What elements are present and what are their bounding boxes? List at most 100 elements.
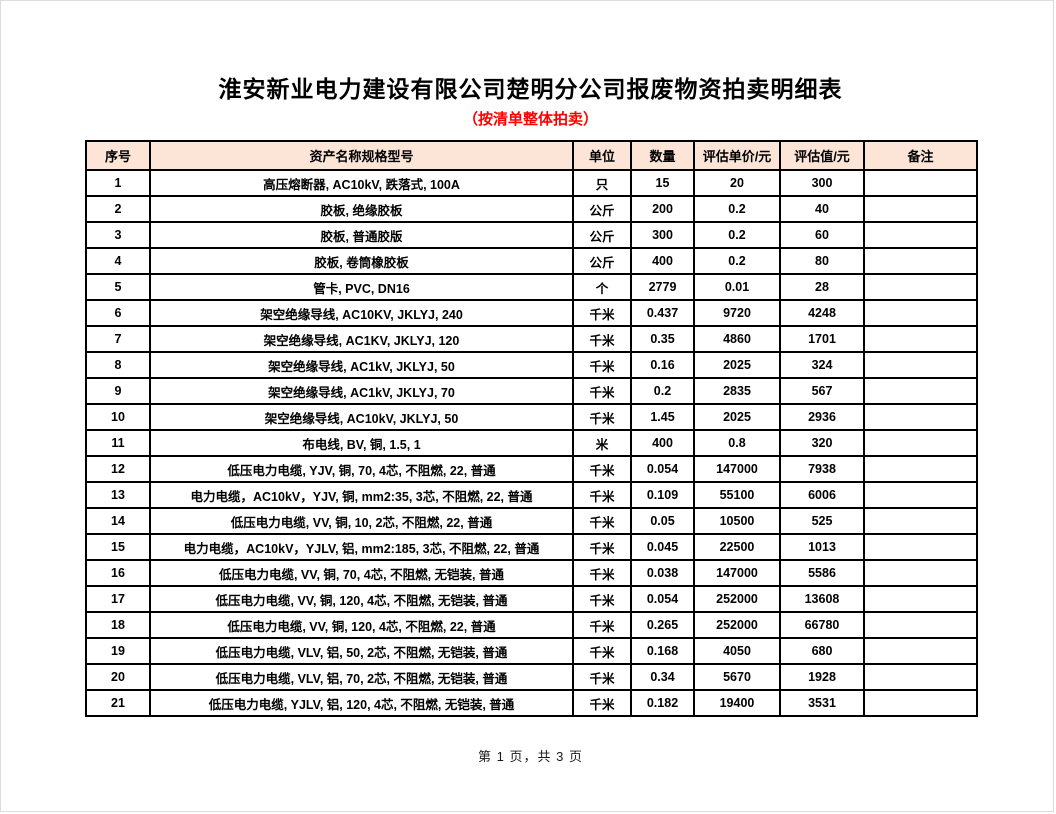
table-cell: 0.01 [693, 273, 781, 301]
table-cell: 2025 [693, 351, 781, 379]
table-row: 17 低压电力电缆, VV, 铜, 120, 4芯, 不阻燃, 无铠装, 普通 千米… [85, 585, 978, 613]
table-row: 7 架空绝缘导线, AC1KV, JKLYJ, 120 千米 0.35 4860 1701 [85, 325, 978, 353]
table-cell: 1701 [779, 325, 865, 353]
table-cell: 28 [779, 273, 865, 301]
table-row: 19 低压电力电缆, VLV, 铝, 50, 2芯, 不阻燃, 无铠装, 普通 千米… [85, 637, 978, 665]
table-cell: 0.34 [630, 663, 695, 691]
table-cell: 40 [779, 195, 865, 223]
table-row: 12 低压电力电缆, YJV, 铜, 70, 4芯, 不阻燃, 22, 普通 千米 0… [85, 455, 978, 483]
table-cell: 3 [85, 221, 151, 249]
column-header-price: 评估单价/元 [693, 140, 781, 171]
table-cell [863, 455, 978, 483]
table-cell: 12 [85, 455, 151, 483]
table-cell [863, 325, 978, 353]
table-cell: 只 [572, 169, 632, 197]
table-cell: 0.35 [630, 325, 695, 353]
table-cell: 千米 [572, 455, 632, 483]
title-block: 淮安新业电力建设有限公司楚明分公司报废物资拍卖明细表 （按清单整体拍卖） [85, 75, 976, 129]
table-row: 3 胶板, 普通胶版 公斤 300 0.2 60 [85, 221, 978, 249]
table-cell: 300 [630, 221, 695, 249]
table-row: 8 架空绝缘导线, AC1kV, JKLYJ, 50 千米 0.16 2025 324 [85, 351, 978, 379]
table-cell: 2936 [779, 403, 865, 431]
table-cell: 千米 [572, 481, 632, 509]
table-cell: 19 [85, 637, 151, 665]
table-cell: 55100 [693, 481, 781, 509]
table-cell: 个 [572, 273, 632, 301]
column-header-no: 序号 [85, 140, 151, 171]
table-cell [863, 403, 978, 431]
table-cell: 80 [779, 247, 865, 275]
table-cell [863, 611, 978, 639]
table-cell: 5 [85, 273, 151, 301]
table-cell [863, 429, 978, 457]
table-cell: 公斤 [572, 195, 632, 223]
table-cell: 低压电力电缆, VV, 铜, 120, 4芯, 不阻燃, 无铠装, 普通 [149, 585, 574, 613]
header-row: 序号 资产名称规格型号 单位 数量 评估单价/元 评估值/元 备注 [85, 140, 978, 171]
table-cell: 10 [85, 403, 151, 431]
table-cell: 公斤 [572, 221, 632, 249]
table-cell: 14 [85, 507, 151, 535]
table-cell: 16 [85, 559, 151, 587]
table-cell: 21 [85, 689, 151, 717]
table-cell: 66780 [779, 611, 865, 639]
table-cell: 管卡, PVC, DN16 [149, 273, 574, 301]
table-cell: 0.054 [630, 585, 695, 613]
table-cell: 20 [85, 663, 151, 691]
table-cell: 架空绝缘导线, AC10kV, JKLYJ, 50 [149, 403, 574, 431]
table-cell: 千米 [572, 585, 632, 613]
table-cell: 5670 [693, 663, 781, 691]
table-cell: 18 [85, 611, 151, 639]
table-cell: 4860 [693, 325, 781, 353]
table-cell: 13608 [779, 585, 865, 613]
table-row: 20 低压电力电缆, VLV, 铝, 70, 2芯, 不阻燃, 无铠装, 普通 千米… [85, 663, 978, 691]
table-cell: 架空绝缘导线, AC10KV, JKLYJ, 240 [149, 299, 574, 327]
table-row: 14 低压电力电缆, VV, 铜, 10, 2芯, 不阻燃, 22, 普通 千米 0.… [85, 507, 978, 535]
table-cell: 千米 [572, 689, 632, 717]
table-cell: 0.054 [630, 455, 695, 483]
table-cell: 千米 [572, 559, 632, 587]
table-cell: 7 [85, 325, 151, 353]
table-cell: 525 [779, 507, 865, 535]
table-cell: 2025 [693, 403, 781, 431]
table-cell: 低压电力电缆, YJV, 铜, 70, 4芯, 不阻燃, 22, 普通 [149, 455, 574, 483]
table-cell: 架空绝缘导线, AC1kV, JKLYJ, 70 [149, 377, 574, 405]
table-cell: 4050 [693, 637, 781, 665]
table-cell: 低压电力电缆, VLV, 铝, 50, 2芯, 不阻燃, 无铠装, 普通 [149, 637, 574, 665]
table-cell: 低压电力电缆, VV, 铜, 120, 4芯, 不阻燃, 22, 普通 [149, 611, 574, 639]
table-cell: 千米 [572, 351, 632, 379]
table-row: 11 布电线, BV, 铜, 1.5, 1 米 400 0.8 320 [85, 429, 978, 457]
table-cell: 19400 [693, 689, 781, 717]
table-cell [863, 351, 978, 379]
table-cell [863, 195, 978, 223]
table-row: 2 胶板, 绝缘胶板 公斤 200 0.2 40 [85, 195, 978, 223]
table-cell: 17 [85, 585, 151, 613]
table-cell [863, 637, 978, 665]
table-cell: 20 [693, 169, 781, 197]
table-row: 5 管卡, PVC, DN16 个 2779 0.01 28 [85, 273, 978, 301]
table-cell: 320 [779, 429, 865, 457]
table-cell [863, 585, 978, 613]
table-cell: 千米 [572, 663, 632, 691]
table-cell [863, 663, 978, 691]
table-cell: 22500 [693, 533, 781, 561]
table-cell: 0.8 [693, 429, 781, 457]
table-cell: 1.45 [630, 403, 695, 431]
table-cell: 324 [779, 351, 865, 379]
table-cell [863, 377, 978, 405]
table-cell: 米 [572, 429, 632, 457]
table-cell: 低压电力电缆, YJLV, 铝, 120, 4芯, 不阻燃, 无铠装, 普通 [149, 689, 574, 717]
asset-table: 序号 资产名称规格型号 单位 数量 评估单价/元 评估值/元 备注 1 高压熔断器… [85, 140, 978, 717]
table-cell: 4248 [779, 299, 865, 327]
table-cell: 1013 [779, 533, 865, 561]
table-cell: 0.168 [630, 637, 695, 665]
table-cell [863, 299, 978, 327]
table-cell: 7938 [779, 455, 865, 483]
table-cell: 胶板, 绝缘胶板 [149, 195, 574, 223]
page-number-footer: 第 1 页，共 3 页 [478, 749, 583, 764]
table-cell: 0.2 [693, 221, 781, 249]
page-title: 淮安新业电力建设有限公司楚明分公司报废物资拍卖明细表 [218, 76, 843, 102]
table-cell [863, 689, 978, 717]
table-cell: 千米 [572, 299, 632, 327]
column-header-name: 资产名称规格型号 [149, 140, 574, 171]
table-cell: 400 [630, 247, 695, 275]
